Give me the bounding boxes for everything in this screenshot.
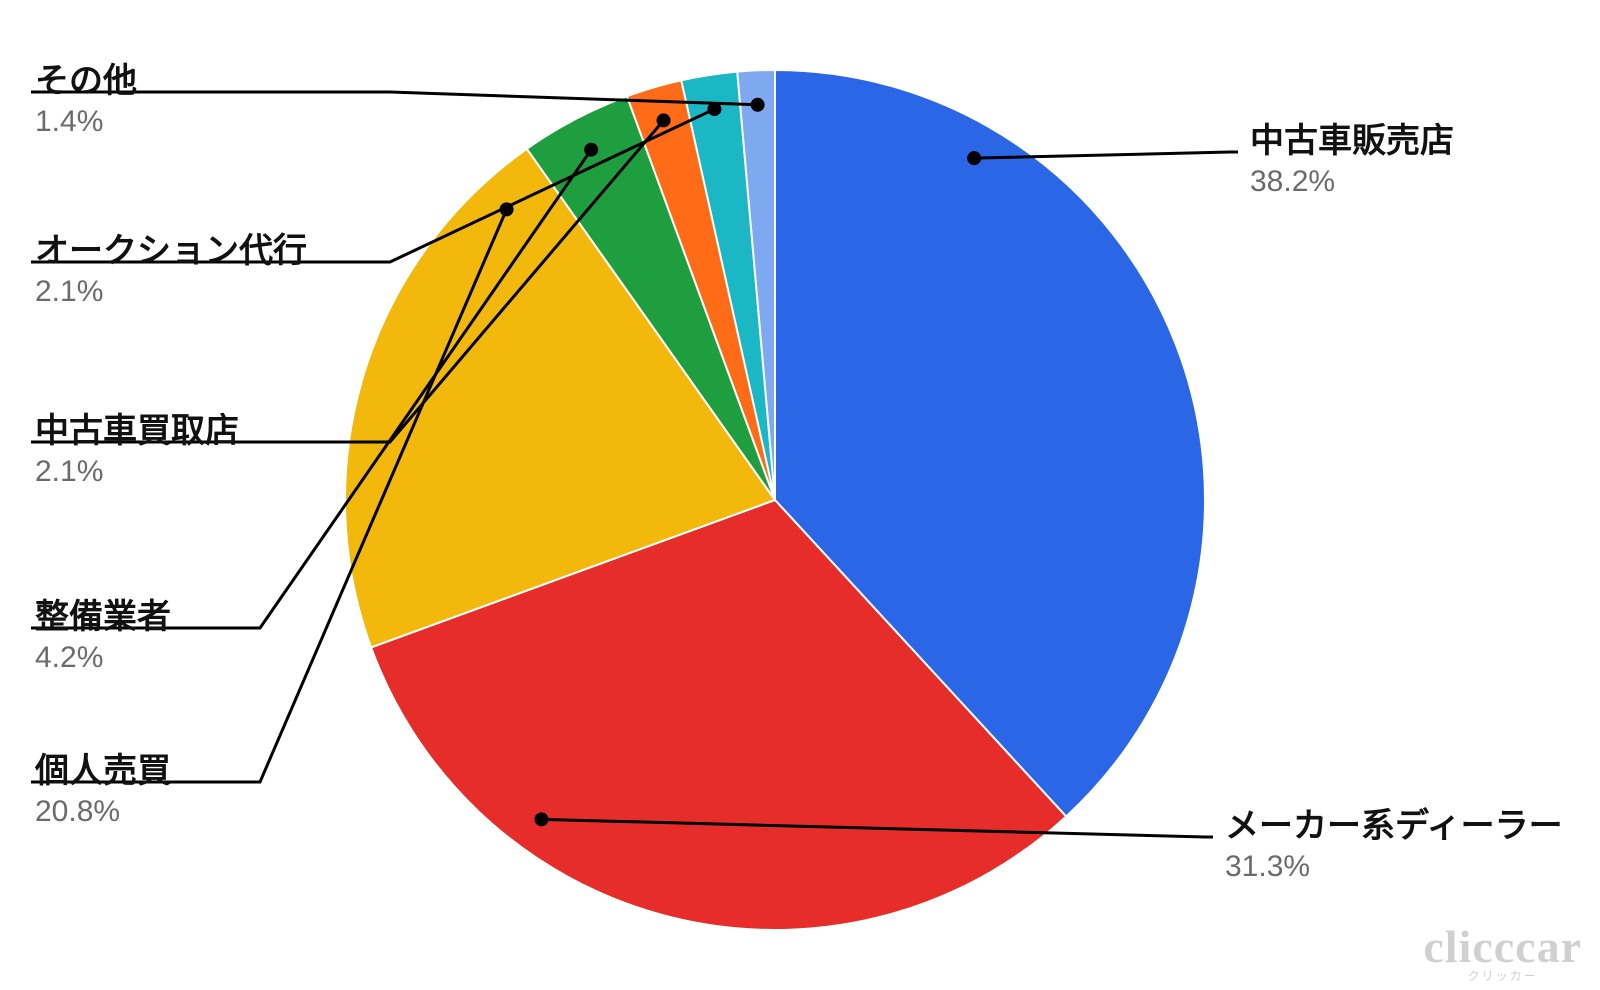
leader-dot xyxy=(584,143,598,157)
slice-label-title: オークション代行 xyxy=(35,230,307,273)
slice-label-pct: 2.1% xyxy=(35,273,307,311)
slice-label-title: 個人売買 xyxy=(35,750,171,793)
slice-label-pct: 2.1% xyxy=(35,453,239,491)
slice-label-title: その他 xyxy=(35,60,137,103)
slice-label: オークション代行2.1% xyxy=(35,230,307,310)
leader-dot xyxy=(751,98,765,112)
slice-label-pct: 4.2% xyxy=(35,639,171,677)
slice-label-pct: 20.8% xyxy=(35,793,171,831)
slice-label-title: 整備業者 xyxy=(35,596,171,639)
leader-dot xyxy=(657,113,671,127)
slice-label-title: 中古車買取店 xyxy=(35,410,239,453)
slice-label-title: メーカー系ディーラー xyxy=(1225,805,1563,848)
slice-label: その他1.4% xyxy=(35,60,137,140)
slice-label-pct: 31.3% xyxy=(1225,848,1563,886)
slice-label: メーカー系ディーラー31.3% xyxy=(1225,805,1563,885)
slice-label: 中古車販売店38.2% xyxy=(1250,120,1454,200)
leader-dot xyxy=(534,812,548,826)
slice-label: 個人売買20.8% xyxy=(35,750,171,830)
pie-chart-container: 中古車販売店38.2% メーカー系ディーラー31.3% 個人売買20.8% 整備業者4… xyxy=(0,0,1600,990)
pie-slices xyxy=(345,70,1205,930)
leader-dot xyxy=(967,151,981,165)
slice-label-pct: 1.4% xyxy=(35,103,137,141)
slice-label-title: 中古車販売店 xyxy=(1250,120,1454,163)
slice-label: 整備業者4.2% xyxy=(35,596,171,676)
slice-label-pct: 38.2% xyxy=(1250,163,1454,201)
slice-label: 中古車買取店2.1% xyxy=(35,410,239,490)
